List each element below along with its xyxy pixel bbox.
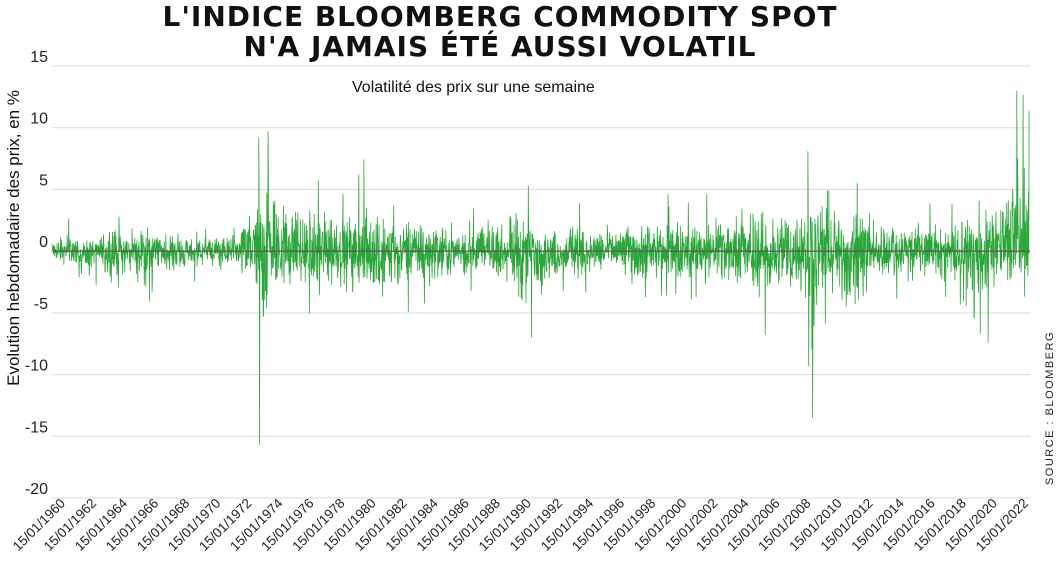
chart-subtitle: Volatilité des prix sur une semaine bbox=[352, 79, 595, 96]
y-tick-label: 10 bbox=[30, 111, 48, 128]
y-tick-label: -5 bbox=[34, 296, 48, 313]
y-tick-label: 15 bbox=[30, 49, 48, 66]
title-line-1: L'INDICE BLOOMBERG COMMODITY SPOT bbox=[162, 0, 838, 33]
y-axis-label: Evolution hebdomadaire des prix, en % bbox=[4, 90, 23, 386]
y-tick-label: 0 bbox=[39, 234, 48, 251]
x-axis-ticks: 15/01/196015/01/196215/01/196415/01/1966… bbox=[10, 495, 1031, 554]
y-tick-label: -20 bbox=[25, 481, 48, 498]
weekly-change-line bbox=[51, 90, 1030, 445]
series-line bbox=[51, 90, 1030, 445]
chart-title: L'INDICE BLOOMBERG COMMODITY SPOT N'A JA… bbox=[0, 2, 1000, 62]
title-line-2: N'A JAMAIS ÉTÉ AUSSI VOLATIL bbox=[243, 30, 757, 63]
source-note: SOURCE : BLOOMBERG bbox=[1044, 331, 1056, 485]
y-tick-label: -15 bbox=[25, 419, 48, 436]
y-tick-label: -10 bbox=[25, 358, 48, 375]
y-tick-label: 5 bbox=[39, 172, 48, 189]
y-axis-ticks: 15 10 5 0 -5 -10 -15 -20 bbox=[25, 49, 48, 498]
